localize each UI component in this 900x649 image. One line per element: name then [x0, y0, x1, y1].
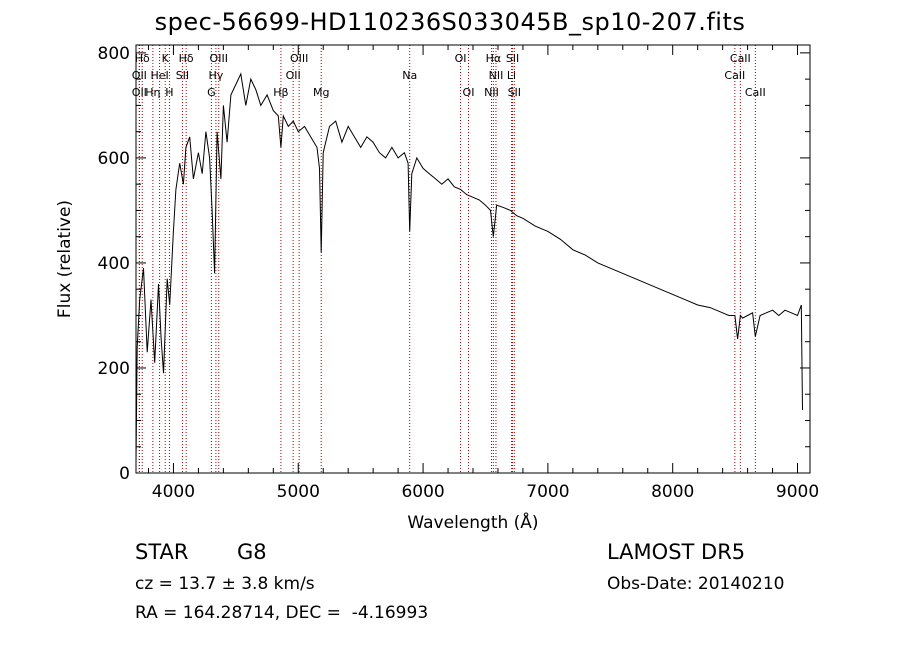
spectral-line-label: Li — [507, 69, 516, 82]
spectral-line-label: Hβ — [273, 86, 288, 99]
spectral-line-label: OI — [463, 86, 475, 99]
x-tick-label: 6000 — [401, 482, 444, 502]
spectral-line-label: Mg — [313, 86, 329, 99]
x-tick-label: 5000 — [277, 482, 320, 502]
spectral-line-label: Hγ — [208, 69, 223, 82]
spectral-line-label: G — [207, 86, 216, 99]
object-class: STAR — [135, 540, 189, 564]
x-axis-label: Wavelength (Å) — [407, 511, 538, 533]
redshift-readout: cz = 13.7 ± 3.8 km/s — [135, 574, 315, 594]
spectral-line-label: Hα — [486, 52, 502, 65]
survey-name: LAMOST DR5 — [607, 540, 746, 564]
sky-coordinates: RA = 164.28714, DEC = -4.16993 — [135, 603, 429, 623]
observation-date: Obs-Date: 20140210 — [607, 574, 785, 594]
spectral-line-label: K — [162, 52, 170, 65]
x-axis-ticks: 4000 5000 6000 7000 8000 9000 — [147, 45, 819, 502]
y-tick-label: 200 — [98, 359, 130, 379]
spectral-line-label: SII — [176, 69, 189, 82]
chart-title: spec-56699-HD110236S033045B_sp10-207.fit… — [154, 8, 746, 36]
spectral-line-label: H — [165, 86, 173, 99]
spectral-line-label: Hδ — [179, 52, 194, 65]
x-tick-label: 9000 — [776, 482, 819, 502]
plot-frame — [135, 44, 811, 474]
spectral-line-label: CaII — [730, 52, 751, 65]
spectral-line-label: OIII — [210, 52, 228, 65]
object-subclass: G8 — [237, 540, 267, 564]
x-tick-label: 8000 — [651, 482, 694, 502]
spectrum-series-layer — [135, 72, 803, 463]
spectral-line-label: OII — [286, 69, 301, 82]
spectral-line-label: OIII — [290, 52, 308, 65]
spectral-line-label: SII — [506, 52, 519, 65]
spectral-line-label: OII — [132, 69, 147, 82]
spectral-line-label: Na — [402, 69, 417, 82]
x-tick-label: 4000 — [152, 482, 195, 502]
x-tick-label: 7000 — [526, 482, 569, 502]
y-tick-label: 600 — [98, 149, 130, 169]
spectrum-line — [135, 72, 803, 463]
spectral-line-label: Hδ — [135, 52, 150, 65]
spectral-line-label: OI — [455, 52, 467, 65]
y-tick-label: 800 — [98, 44, 130, 64]
spectral-line-label: CaII — [724, 69, 745, 82]
spectral-line-label: NII — [484, 86, 499, 99]
line-marker-layer — [138, 45, 756, 473]
spectral-line-label: CaII — [745, 86, 766, 99]
spectral-line-label: SII — [508, 86, 521, 99]
y-tick-label: 0 — [119, 464, 130, 484]
spectral-line-label: NII — [489, 69, 504, 82]
y-axis-label: Flux (relative) — [55, 200, 75, 318]
y-tick-label: 400 — [98, 254, 130, 274]
spectral-line-label: HeI — [150, 69, 168, 82]
spectral-line-label: Hη — [145, 86, 160, 99]
y-axis-ticks: 0 200 400 600 800 — [98, 44, 810, 484]
